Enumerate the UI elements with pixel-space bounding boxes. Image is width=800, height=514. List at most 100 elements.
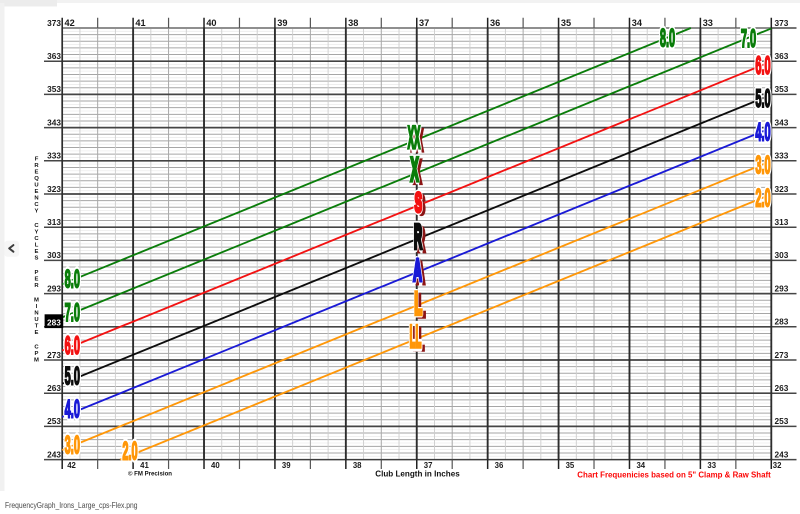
svg-text:E: E <box>35 189 39 195</box>
svg-text:E: E <box>35 330 39 336</box>
svg-text:8.0: 8.0 <box>65 267 80 294</box>
svg-text:8.0: 8.0 <box>65 267 80 294</box>
svg-text:R: R <box>34 163 39 169</box>
svg-text:R: R <box>34 283 39 289</box>
svg-text:T: T <box>35 324 39 330</box>
svg-text:243: 243 <box>775 449 789 459</box>
svg-text:P: P <box>35 351 39 357</box>
svg-text:R: R <box>417 223 425 259</box>
svg-text:6.0: 6.0 <box>65 333 80 360</box>
svg-text:273: 273 <box>775 350 789 360</box>
svg-text:M: M <box>34 298 39 304</box>
svg-text:41: 41 <box>140 461 149 470</box>
svg-text:40: 40 <box>206 18 216 28</box>
svg-text:X: X <box>411 153 419 189</box>
svg-text:4.0: 4.0 <box>755 120 770 147</box>
svg-text:N: N <box>34 311 38 317</box>
svg-text:303: 303 <box>47 250 61 260</box>
svg-text:323: 323 <box>775 184 789 194</box>
svg-text:253: 253 <box>775 416 789 426</box>
svg-text:343: 343 <box>47 117 61 127</box>
svg-text:273: 273 <box>47 350 61 360</box>
svg-text:XX: XX <box>408 120 421 155</box>
svg-text:363: 363 <box>47 51 61 61</box>
svg-text:34: 34 <box>632 18 643 28</box>
svg-text:I: I <box>36 304 38 310</box>
svg-text:40: 40 <box>211 461 220 470</box>
svg-text:34: 34 <box>636 461 645 470</box>
svg-text:3.0: 3.0 <box>65 433 80 460</box>
svg-text:5.0: 5.0 <box>755 86 770 113</box>
svg-text:353: 353 <box>775 84 789 94</box>
svg-text:333: 333 <box>775 151 789 161</box>
svg-text:X: X <box>411 153 419 189</box>
svg-text:323: 323 <box>47 184 61 194</box>
svg-text:8.0: 8.0 <box>660 26 675 53</box>
svg-text:7.0: 7.0 <box>741 26 756 53</box>
svg-text:7.0: 7.0 <box>741 26 756 53</box>
svg-text:2.0: 2.0 <box>755 186 770 213</box>
svg-text:R: R <box>414 220 422 256</box>
svg-text:C: C <box>34 345 39 351</box>
svg-text:243: 243 <box>47 449 61 459</box>
svg-text:Club Length in Inches: Club Length in Inches <box>375 468 460 478</box>
svg-text:41: 41 <box>135 18 145 28</box>
svg-text:XX: XX <box>408 120 421 155</box>
svg-text:4.0: 4.0 <box>65 397 80 424</box>
svg-text:U: U <box>34 317 38 323</box>
svg-text:42: 42 <box>67 461 76 470</box>
svg-text:313: 313 <box>775 217 789 227</box>
svg-text:353: 353 <box>47 84 61 94</box>
svg-text:S: S <box>415 188 422 218</box>
svg-text:42: 42 <box>65 18 75 28</box>
svg-text:C: C <box>34 223 39 229</box>
svg-text:E: E <box>35 249 39 255</box>
svg-text:7.0: 7.0 <box>65 300 80 327</box>
svg-text:36: 36 <box>495 461 504 470</box>
svg-text:6.0: 6.0 <box>755 53 770 80</box>
svg-text:283: 283 <box>47 318 61 328</box>
svg-text:3.0: 3.0 <box>755 153 770 180</box>
svg-text:263: 263 <box>47 383 61 393</box>
svg-text:283: 283 <box>775 317 789 327</box>
svg-text:38: 38 <box>353 461 362 470</box>
svg-text:A: A <box>413 253 422 287</box>
svg-text:373: 373 <box>775 18 789 28</box>
svg-text:7.0: 7.0 <box>65 300 80 327</box>
svg-text:6.0: 6.0 <box>65 333 80 360</box>
svg-text:5.0: 5.0 <box>65 364 80 391</box>
svg-text:313: 313 <box>47 217 61 227</box>
svg-text:38: 38 <box>348 18 358 28</box>
svg-text:373: 373 <box>47 18 61 28</box>
svg-text:S: S <box>35 255 39 261</box>
svg-text:4.0: 4.0 <box>65 397 80 424</box>
svg-text:5.0: 5.0 <box>65 364 80 391</box>
svg-text:333: 333 <box>47 151 61 161</box>
svg-text:FrequencyGraph_Irons_Large_cps: FrequencyGraph_Irons_Large_cps-Flex.png <box>5 500 138 510</box>
svg-text:LL: LL <box>410 319 422 354</box>
svg-text:U: U <box>34 182 38 188</box>
svg-text:© FM Precision: © FM Precision <box>128 469 172 477</box>
svg-text:2.0: 2.0 <box>122 439 137 466</box>
svg-text:Y: Y <box>35 208 39 214</box>
svg-text:36: 36 <box>490 18 500 28</box>
svg-text:Y: Y <box>35 229 39 235</box>
svg-text:M: M <box>34 358 39 364</box>
svg-text:37: 37 <box>424 461 433 470</box>
svg-text:E: E <box>35 277 39 283</box>
svg-text:35: 35 <box>561 18 571 28</box>
svg-text:E: E <box>35 169 39 175</box>
svg-text:P: P <box>35 270 39 276</box>
svg-text:L: L <box>418 289 426 324</box>
svg-text:293: 293 <box>775 283 789 293</box>
svg-text:X: X <box>414 155 422 191</box>
svg-text:A: A <box>416 256 425 290</box>
svg-text:2.0: 2.0 <box>122 439 137 466</box>
svg-text:L: L <box>414 286 422 321</box>
svg-text:343: 343 <box>775 117 789 127</box>
svg-text:39: 39 <box>282 461 291 470</box>
svg-text:S: S <box>415 188 422 218</box>
svg-text:Q: Q <box>34 176 39 182</box>
svg-text:37: 37 <box>419 18 429 28</box>
svg-text:N: N <box>34 195 38 201</box>
